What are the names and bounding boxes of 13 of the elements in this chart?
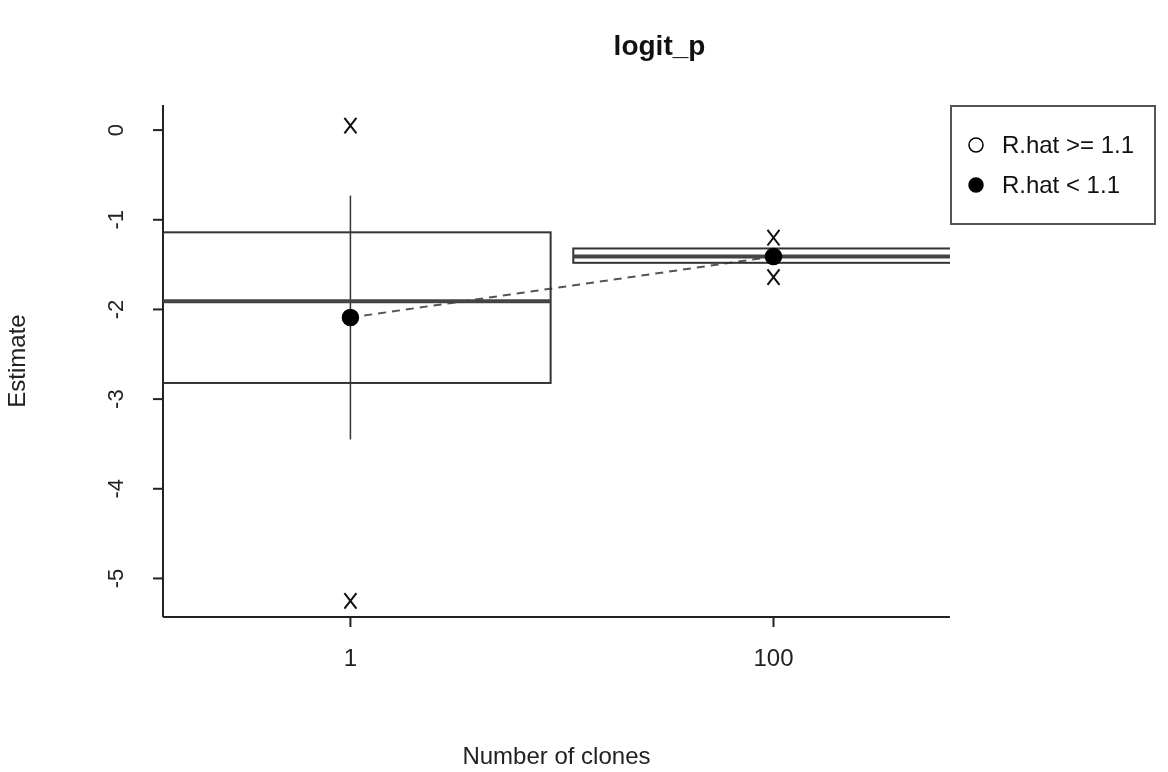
- y-tick-label: -3: [103, 389, 128, 409]
- legend-label: R.hat >= 1.1: [1001, 130, 1134, 160]
- y-tick-label: -2: [103, 299, 128, 320]
- y-tick-label: -4: [103, 478, 128, 499]
- x-axis-title: Number of clones: [462, 742, 651, 769]
- legend-label: R.hat < 1.1: [1001, 170, 1120, 200]
- x-tick-label: 100: [753, 644, 794, 672]
- chart-title: logit_p: [612, 30, 707, 62]
- y-axis-title: Estimate: [2, 314, 30, 408]
- y-tick-label: -5: [103, 568, 128, 589]
- x-tick-label: 1: [343, 644, 358, 672]
- y-tick-label: 0: [103, 123, 128, 137]
- y-tick-label: -1: [103, 209, 128, 230]
